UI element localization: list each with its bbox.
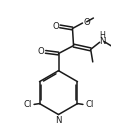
Text: Cl: Cl	[85, 100, 94, 109]
Text: N: N	[99, 37, 105, 46]
Text: Cl: Cl	[23, 100, 32, 109]
Text: H: H	[100, 31, 106, 41]
Text: O: O	[52, 22, 59, 31]
Text: O: O	[83, 18, 90, 27]
Text: N: N	[55, 116, 62, 125]
Text: O: O	[38, 47, 44, 56]
